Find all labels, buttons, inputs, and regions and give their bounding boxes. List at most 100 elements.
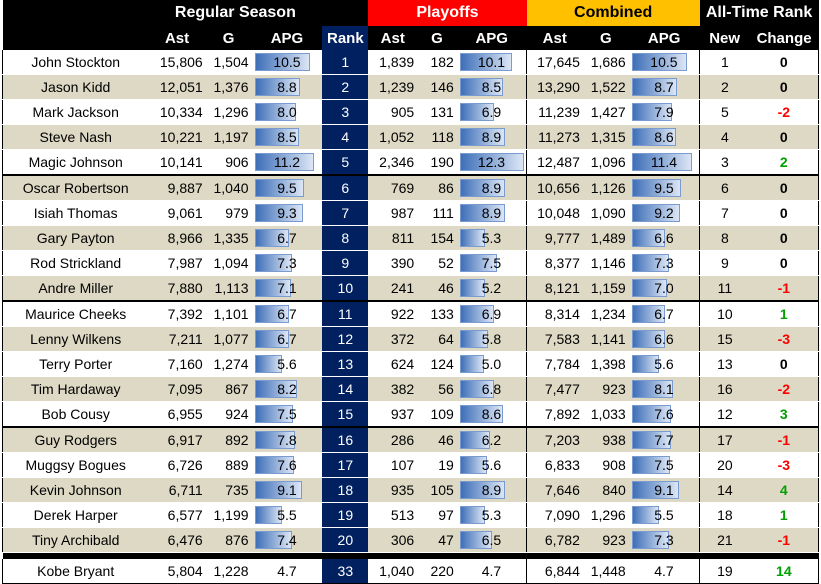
po-g: 131 <box>417 99 457 125</box>
header-co-g: G <box>582 26 629 50</box>
table-row: Gary Payton 8,966 1,335 6.7 8 811 154 5.3 9,777 1… <box>2 225 819 251</box>
header-co-ast: Ast <box>526 26 583 50</box>
po-apg-value: 8.9 <box>481 205 502 221</box>
rs-apg-bar <box>254 431 295 449</box>
co-apg: 9.2 <box>628 200 700 226</box>
co-apg-value: 7.6 <box>654 406 674 422</box>
rs-apg-value: 6.7 <box>277 230 297 246</box>
co-ast: 7,784 <box>526 351 583 377</box>
rs-rank: 33 <box>322 559 369 584</box>
co-apg-value: 10.5 <box>650 54 678 70</box>
player-name: Kobe Bryant <box>2 559 149 584</box>
co-ast: 12,487 <box>526 149 583 176</box>
co-apg-bar <box>631 179 682 197</box>
co-apg-value: 5.5 <box>654 507 674 523</box>
co-apg-bar <box>631 330 665 348</box>
po-apg: 5.2 <box>456 275 527 302</box>
po-ast: 905 <box>368 99 418 125</box>
po-apg-bar <box>459 53 512 71</box>
rs-apg: 8.5 <box>251 124 323 150</box>
co-g: 1,296 <box>582 502 629 528</box>
co-apg-bar <box>631 355 660 373</box>
co-ast: 7,583 <box>526 326 583 352</box>
po-ast: 286 <box>368 426 418 453</box>
header-new: New <box>699 26 750 50</box>
rs-rank: 18 <box>322 477 369 503</box>
po-apg: 12.3 <box>456 149 527 176</box>
rs-apg-bar <box>254 506 282 524</box>
rs-apg-bar <box>254 330 289 348</box>
co-apg: 7.3 <box>628 527 700 553</box>
po-apg-value: 5.6 <box>481 457 502 473</box>
po-apg: 5.3 <box>456 502 527 528</box>
rs-apg: 9.5 <box>251 174 323 201</box>
header-combined: Combined <box>526 0 700 26</box>
po-apg-bar <box>459 229 486 247</box>
co-ast: 6,782 <box>526 527 583 553</box>
co-g: 1,141 <box>582 326 629 352</box>
rs-ast: 7,880 <box>148 275 206 302</box>
po-ast: 937 <box>368 401 418 428</box>
co-ast: 11,239 <box>526 99 583 125</box>
player-name: Magic Johnson <box>2 149 149 176</box>
player-name: Oscar Robertson <box>2 174 149 201</box>
po-apg: 8.5 <box>456 74 527 100</box>
player-name: Tiny Archibald <box>2 527 149 553</box>
rs-ast: 6,917 <box>148 426 206 453</box>
co-g: 1,234 <box>582 300 629 327</box>
co-apg-bar <box>631 204 680 222</box>
new-rank: 16 <box>699 376 750 402</box>
po-apg-value: 5.2 <box>481 280 502 296</box>
co-apg: 5.6 <box>628 351 700 377</box>
header-co-apg: APG <box>628 26 700 50</box>
rs-apg-value: 7.4 <box>277 532 297 548</box>
co-apg-value: 7.9 <box>654 104 674 120</box>
table-row: Terry Porter 7,160 1,274 5.6 13 624 124 5.0 7,78… <box>2 351 819 377</box>
co-ast: 7,203 <box>526 426 583 453</box>
po-apg-bar <box>459 305 495 323</box>
header-rs-apg: APG <box>251 26 323 50</box>
rs-apg: 4.7 <box>251 559 323 584</box>
table-row: Magic Johnson 10,141 906 11.2 5 2,346 190 12.3 1… <box>2 149 819 176</box>
rs-apg-value: 6.7 <box>277 306 297 322</box>
po-apg-value: 5.8 <box>481 331 502 347</box>
rs-ast: 9,887 <box>148 174 206 201</box>
co-ast: 10,656 <box>526 174 583 201</box>
rs-apg-bar <box>254 279 291 297</box>
po-ast: 811 <box>368 225 418 251</box>
table-row: Andre Miller 7,880 1,113 7.1 10 241 46 5.2 8,121… <box>2 275 819 302</box>
rs-apg-value: 8.5 <box>277 129 297 145</box>
po-g: 19 <box>417 452 457 478</box>
po-g: 220 <box>417 559 457 584</box>
po-g: 97 <box>417 502 457 528</box>
co-ast: 7,477 <box>526 376 583 402</box>
rank-change: 3 <box>749 401 819 428</box>
new-rank: 3 <box>699 149 750 176</box>
po-apg: 8.9 <box>456 477 527 503</box>
rs-ast: 10,334 <box>148 99 206 125</box>
rs-g: 906 <box>205 149 252 176</box>
rank-change: 1 <box>749 300 819 327</box>
table-row: Jason Kidd 12,051 1,376 8.8 2 1,239 146 8.5 13,2… <box>2 74 819 100</box>
po-apg-bar <box>459 456 487 474</box>
co-g: 1,126 <box>582 174 629 201</box>
rs-rank: 14 <box>322 376 369 402</box>
player-name: Guy Rodgers <box>2 426 149 453</box>
rs-rank: 6 <box>322 174 369 201</box>
co-ast: 10,048 <box>526 200 583 226</box>
player-name: Rod Strickland <box>2 250 149 276</box>
rs-apg-value: 5.6 <box>277 356 297 372</box>
po-apg-bar <box>459 481 506 499</box>
header-row-groups: Regular Season Playoffs Combined All-Tim… <box>2 0 819 26</box>
co-apg-bar <box>631 380 674 398</box>
rank-change: 0 <box>749 174 819 201</box>
co-ast: 8,314 <box>526 300 583 327</box>
rs-apg-bar <box>254 78 301 96</box>
po-apg: 6.9 <box>456 99 527 125</box>
po-apg-value: 8.9 <box>481 129 502 145</box>
co-apg-value: 6.7 <box>654 306 674 322</box>
player-name: Maurice Cheeks <box>2 300 149 327</box>
po-g: 56 <box>417 376 457 402</box>
rs-ast: 6,711 <box>148 477 206 503</box>
